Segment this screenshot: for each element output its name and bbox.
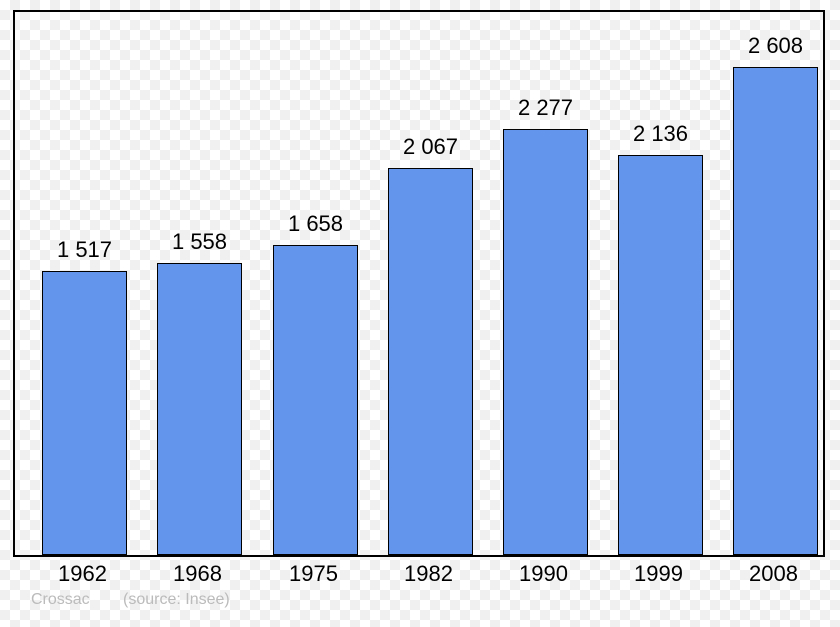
x-label-1968: 1968 (145, 561, 250, 587)
bar-1962 (42, 271, 127, 555)
bar-label-2008: 2 608 (723, 33, 828, 59)
footer-place: Crossac (31, 591, 90, 609)
x-label-1990: 1990 (491, 561, 596, 587)
bar-label-1962: 1 517 (32, 237, 137, 263)
bar-1975 (273, 245, 358, 555)
bar-1990 (503, 129, 588, 555)
footer-source: (source: Insee) (123, 591, 230, 609)
x-label-1975: 1975 (261, 561, 366, 587)
bar-2008 (733, 67, 818, 555)
bar-label-1968: 1 558 (147, 229, 252, 255)
chart-frame: 1 517 1 558 1 658 2 067 2 277 2 136 2 608 (13, 10, 825, 557)
bar-1982 (388, 168, 473, 555)
x-label-2008: 2008 (721, 561, 826, 587)
bar-1968 (157, 263, 242, 555)
bar-label-1975: 1 658 (263, 211, 368, 237)
bar-label-1999: 2 136 (608, 121, 713, 147)
bar-label-1990: 2 277 (493, 95, 598, 121)
x-label-1962: 1962 (30, 561, 135, 587)
x-label-1999: 1999 (606, 561, 711, 587)
bars-area: 1 5171 5581 6582 0672 2772 1362 608 (15, 12, 823, 555)
x-label-1982: 1982 (376, 561, 481, 587)
bar-1999 (618, 155, 703, 555)
bar-label-1982: 2 067 (378, 134, 483, 160)
x-axis-labels: 1962 1968 1975 1982 1990 1999 2008 (13, 561, 825, 591)
